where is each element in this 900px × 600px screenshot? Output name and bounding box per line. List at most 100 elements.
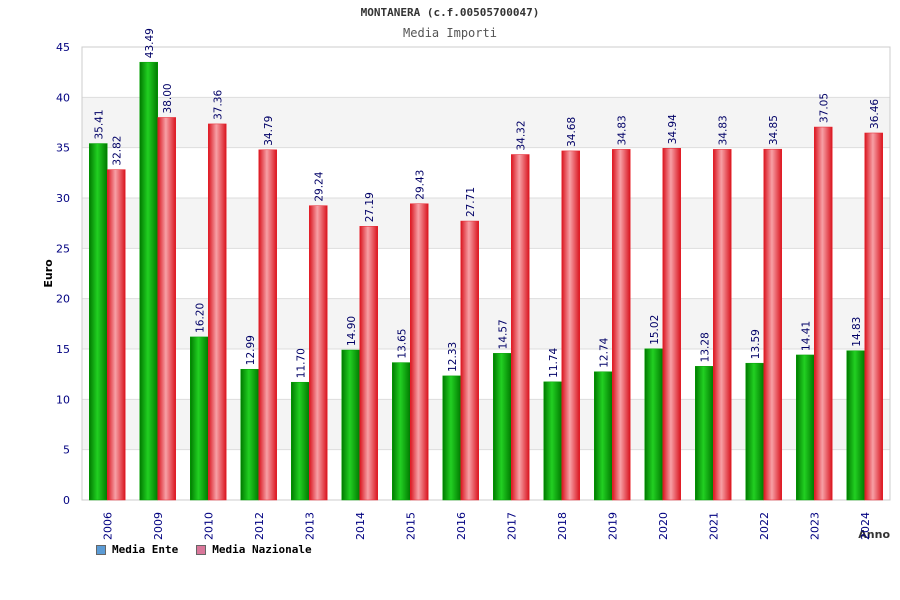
data-label: 12.33 bbox=[447, 342, 459, 372]
y-tick-label: 35 bbox=[56, 142, 70, 155]
data-label: 11.74 bbox=[548, 347, 560, 377]
bar-media-nazionale bbox=[157, 117, 176, 501]
x-tick-label: 2006 bbox=[101, 512, 114, 540]
chart-subtitle: Media Importi bbox=[403, 26, 497, 40]
x-tick-label: 2023 bbox=[808, 512, 821, 540]
bar-media-ente bbox=[291, 381, 310, 501]
data-label: 34.83 bbox=[616, 115, 628, 145]
legend-label-media-nazionale: Media Nazionale bbox=[212, 543, 312, 556]
legend-swatch-media-nazionale bbox=[196, 544, 207, 555]
legend-label-media-ente: Media Ente bbox=[112, 543, 179, 556]
x-tick-label: 2015 bbox=[404, 512, 417, 540]
x-tick-label: 2010 bbox=[202, 512, 215, 540]
chart-title: MONTANERA (c.f.00505700047) bbox=[360, 6, 540, 19]
chart-legend: Media Ente Media Nazionale bbox=[96, 543, 312, 556]
x-tick-label: 2013 bbox=[303, 512, 316, 540]
data-label: 14.57 bbox=[497, 319, 509, 349]
data-label: 15.02 bbox=[649, 315, 661, 345]
bar-media-ente bbox=[442, 375, 461, 501]
bar-media-nazionale bbox=[258, 149, 277, 501]
data-label: 34.68 bbox=[566, 117, 578, 147]
data-label: 32.82 bbox=[111, 136, 123, 166]
data-label: 11.70 bbox=[295, 348, 307, 378]
bar-media-nazionale bbox=[713, 149, 732, 501]
bar-media-ente bbox=[594, 371, 613, 501]
y-tick-label: 5 bbox=[63, 444, 70, 457]
x-tick-label: 2012 bbox=[253, 512, 266, 540]
bar-media-nazionale bbox=[814, 126, 833, 501]
x-tick-label: 2016 bbox=[455, 512, 468, 540]
data-label: 29.24 bbox=[313, 171, 325, 201]
y-tick-label: 25 bbox=[56, 242, 70, 255]
plot-border bbox=[81, 46, 891, 501]
x-tick-label: 2017 bbox=[505, 512, 518, 540]
data-label: 14.90 bbox=[346, 316, 358, 346]
legend-item-media-nazionale: Media Nazionale bbox=[196, 543, 312, 556]
bar-media-ente bbox=[493, 353, 512, 501]
bar-media-ente bbox=[89, 143, 108, 501]
bar-media-nazionale bbox=[208, 123, 227, 501]
data-label: 34.79 bbox=[263, 116, 275, 146]
x-tick-label: 2021 bbox=[707, 512, 720, 540]
data-label: 14.83 bbox=[851, 317, 863, 347]
bar-media-nazionale bbox=[561, 150, 580, 501]
bar-media-ente bbox=[796, 354, 815, 501]
bar-media-ente bbox=[644, 348, 663, 501]
data-label: 13.65 bbox=[396, 329, 408, 359]
data-label: 14.41 bbox=[800, 321, 812, 351]
bar-media-ente bbox=[543, 381, 562, 501]
bar-media-ente bbox=[341, 349, 360, 501]
x-tick-label: 2018 bbox=[556, 512, 569, 540]
bar-media-nazionale bbox=[662, 148, 681, 501]
bar-media-nazionale bbox=[511, 154, 530, 501]
bar-media-ente bbox=[846, 350, 865, 501]
data-label: 37.36 bbox=[212, 90, 224, 120]
bar-media-nazionale bbox=[359, 226, 378, 501]
x-tick-label: 2019 bbox=[606, 512, 619, 540]
data-label: 43.49 bbox=[144, 28, 156, 58]
data-label: 34.94 bbox=[667, 114, 679, 144]
y-tick-label: 30 bbox=[56, 192, 70, 205]
data-label: 29.43 bbox=[414, 170, 426, 200]
x-tick-label: 2009 bbox=[152, 512, 165, 540]
x-tick-label: 2024 bbox=[859, 512, 872, 540]
y-tick-label: 0 bbox=[63, 494, 70, 507]
data-label: 35.41 bbox=[93, 109, 105, 139]
bar-media-ente bbox=[745, 362, 764, 501]
bar-media-nazionale bbox=[612, 149, 631, 501]
data-label: 34.85 bbox=[768, 115, 780, 145]
y-axis-label: Euro bbox=[42, 259, 55, 288]
bar-media-ente bbox=[139, 61, 158, 501]
bar-media-nazionale bbox=[864, 132, 883, 501]
bar-media-nazionale bbox=[410, 203, 429, 501]
y-tick-label: 10 bbox=[56, 393, 70, 406]
bar-media-ente bbox=[190, 336, 209, 501]
grid-band bbox=[82, 47, 890, 98]
data-label: 34.32 bbox=[515, 120, 527, 150]
y-tick-label: 45 bbox=[56, 41, 70, 54]
bar-media-ente bbox=[695, 366, 714, 501]
data-label: 13.28 bbox=[699, 332, 711, 362]
x-tick-label: 2020 bbox=[657, 512, 670, 540]
data-label: 27.71 bbox=[465, 187, 477, 217]
x-tick-label: 2022 bbox=[758, 512, 771, 540]
data-label: 27.19 bbox=[364, 192, 376, 222]
data-label: 37.05 bbox=[818, 93, 830, 123]
y-tick-label: 20 bbox=[56, 293, 70, 306]
x-axis-label: Anno bbox=[858, 528, 890, 541]
data-label: 16.20 bbox=[194, 303, 206, 333]
data-label: 38.00 bbox=[162, 83, 174, 113]
bar-media-ente bbox=[240, 368, 259, 501]
data-label: 12.99 bbox=[245, 335, 257, 365]
bar-media-nazionale bbox=[763, 148, 782, 501]
data-label: 34.83 bbox=[717, 115, 729, 145]
bar-media-ente bbox=[392, 362, 411, 501]
x-tick-label: 2014 bbox=[354, 512, 367, 540]
data-label: 12.74 bbox=[598, 337, 610, 367]
data-label: 36.46 bbox=[869, 99, 881, 129]
y-tick-label: 15 bbox=[56, 343, 70, 356]
bar-media-nazionale bbox=[460, 220, 479, 501]
data-label: 13.59 bbox=[750, 329, 762, 359]
